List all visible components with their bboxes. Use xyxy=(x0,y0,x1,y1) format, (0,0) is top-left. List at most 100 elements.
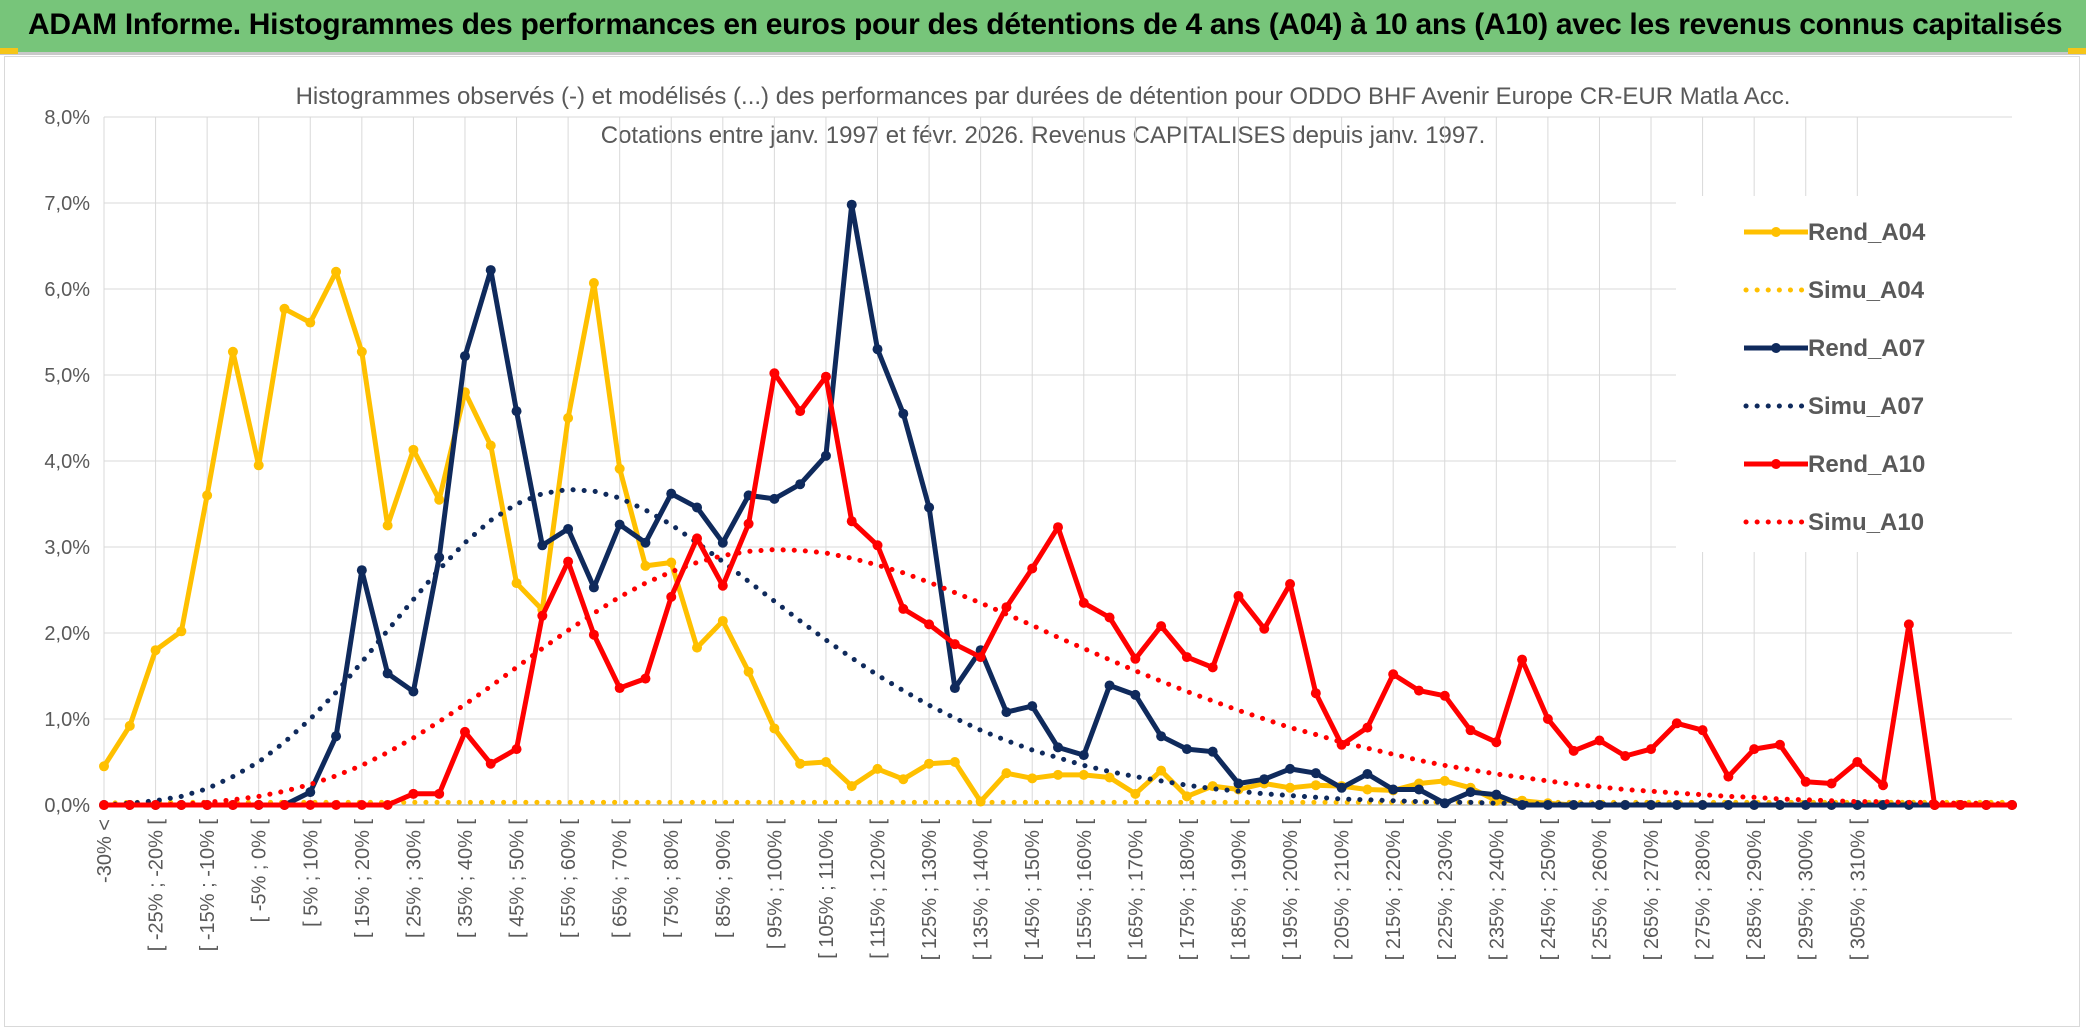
y-tick-label: 1,0% xyxy=(44,709,90,731)
data-point-rend-a04 xyxy=(769,723,780,734)
data-point-rend-a07 xyxy=(331,731,342,742)
data-point-rend-a10 xyxy=(1646,744,1657,755)
data-point-rend-a10 xyxy=(717,580,728,591)
data-point-rend-a10 xyxy=(1027,563,1038,574)
legend-label-simu-a07: Simu_A07 xyxy=(1808,393,1924,420)
x-tick-label: [ 185% ; 190% [ xyxy=(1228,819,1250,961)
data-point-rend-a07 xyxy=(588,582,599,593)
data-point-rend-a07 xyxy=(1181,744,1192,755)
data-point-rend-a10 xyxy=(1826,778,1837,789)
data-point-rend-a07 xyxy=(614,519,625,530)
x-tick-label: [ 105% ; 110% [ xyxy=(816,819,838,959)
data-point-rend-a10 xyxy=(305,800,316,810)
data-point-rend-a07 xyxy=(408,686,419,697)
data-point-rend-a07 xyxy=(1413,784,1424,795)
chart-frame xyxy=(4,56,2080,1027)
data-point-rend-a04 xyxy=(1285,782,1296,793)
data-point-rend-a10 xyxy=(563,556,574,567)
chart-title-line1: Histogrammes observés (-) et modélisés (… xyxy=(296,83,1791,110)
data-point-rend-a10 xyxy=(485,758,496,769)
data-point-rend-a07 xyxy=(1156,731,1167,742)
data-point-rend-a07 xyxy=(1130,689,1141,700)
x-tick-label: [ -25% ; -20% [ xyxy=(146,819,168,952)
data-point-rend-a04 xyxy=(717,615,728,626)
data-point-rend-a04 xyxy=(820,757,831,767)
data-point-rend-a07 xyxy=(872,344,883,355)
data-point-rend-a10 xyxy=(614,683,625,694)
data-point-rend-a10 xyxy=(1130,653,1141,664)
data-point-rend-a10 xyxy=(382,800,393,810)
data-point-rend-a10 xyxy=(1078,597,1089,608)
y-tick-label: 2,0% xyxy=(44,623,90,645)
x-tick-label: [ 35% ; 40% [ xyxy=(455,819,477,938)
data-point-rend-a10 xyxy=(975,652,986,663)
data-point-rend-a10 xyxy=(924,619,935,630)
data-point-rend-a10 xyxy=(537,610,548,621)
data-point-rend-a07 xyxy=(898,408,909,419)
data-point-rend-a04 xyxy=(692,642,703,653)
data-point-rend-a07 xyxy=(846,199,857,210)
data-point-rend-a07 xyxy=(1027,701,1038,712)
data-point-rend-a07 xyxy=(511,406,522,417)
data-point-rend-a10 xyxy=(434,788,445,799)
data-point-rend-a10 xyxy=(795,406,806,417)
data-point-rend-a10 xyxy=(1594,735,1605,746)
data-point-rend-a10 xyxy=(1233,591,1244,602)
y-tick-label: 3,0% xyxy=(44,537,90,559)
data-point-rend-a10 xyxy=(692,533,703,544)
data-point-rend-a10 xyxy=(511,744,522,755)
data-point-rend-a04 xyxy=(176,626,187,637)
data-point-rend-a07 xyxy=(640,537,651,548)
x-tick-label: [ 205% ; 210% [ xyxy=(1332,819,1354,961)
data-point-rend-a04 xyxy=(1078,769,1089,780)
legend-marker-rend-a04 xyxy=(1771,227,1781,237)
data-point-rend-a10 xyxy=(1671,718,1682,729)
data-point-rend-a07 xyxy=(1207,746,1218,757)
data-point-rend-a04 xyxy=(331,266,342,277)
data-point-rend-a04 xyxy=(563,413,574,423)
x-tick-label: [ 155% ; 160% [ xyxy=(1074,819,1096,961)
data-point-rend-a04 xyxy=(614,463,625,474)
data-point-rend-a04 xyxy=(666,557,677,568)
y-tick-label: 8,0% xyxy=(44,107,90,129)
data-point-rend-a04 xyxy=(640,560,651,571)
data-point-rend-a07 xyxy=(1671,800,1682,810)
data-point-rend-a04 xyxy=(99,761,109,772)
data-point-rend-a07 xyxy=(1388,784,1399,795)
data-point-rend-a07 xyxy=(692,502,703,513)
data-point-rend-a10 xyxy=(1053,522,1063,533)
data-point-rend-a07 xyxy=(666,488,677,499)
data-point-rend-a04 xyxy=(743,666,754,677)
data-point-rend-a04 xyxy=(1156,765,1167,776)
chart-title-line2: Cotations entre janv. 1997 et févr. 2026… xyxy=(601,122,1486,149)
x-tick-label: [ -5% ; 0% [ xyxy=(249,819,271,923)
data-point-rend-a10 xyxy=(150,800,161,810)
data-point-rend-a10 xyxy=(949,639,960,650)
x-tick-label: [ -15% ; -10% [ xyxy=(197,819,219,952)
data-point-rend-a10 xyxy=(1542,714,1553,724)
data-point-rend-a07 xyxy=(1053,742,1063,753)
data-point-rend-a10 xyxy=(640,673,651,684)
data-point-rend-a04 xyxy=(949,757,960,767)
data-point-rend-a04 xyxy=(150,645,161,656)
x-tick-label: [ 235% ; 240% [ xyxy=(1486,819,1508,961)
data-point-rend-a04 xyxy=(1181,791,1192,802)
data-point-rend-a10 xyxy=(1259,623,1270,634)
data-point-rend-a04 xyxy=(279,303,290,314)
data-point-rend-a07 xyxy=(485,265,496,276)
data-point-rend-a10 xyxy=(1749,744,1760,755)
x-tick-label: [ 65% ; 70% [ xyxy=(610,819,632,938)
data-point-rend-a04 xyxy=(1001,768,1012,779)
data-point-rend-a07 xyxy=(717,537,728,548)
data-point-rend-a10 xyxy=(356,800,367,810)
x-tick-label: [ 45% ; 50% [ xyxy=(507,819,529,938)
data-point-rend-a07 xyxy=(1491,789,1502,800)
data-point-rend-a10 xyxy=(1285,578,1296,589)
data-point-rend-a04 xyxy=(227,346,238,357)
data-point-rend-a10 xyxy=(1465,725,1476,736)
data-point-rend-a04 xyxy=(872,763,883,774)
x-tick-label: [ 145% ; 150% [ xyxy=(1022,819,1044,961)
data-point-rend-a07 xyxy=(563,523,574,534)
data-point-rend-a10 xyxy=(1852,757,1863,767)
data-point-rend-a04 xyxy=(382,520,393,531)
